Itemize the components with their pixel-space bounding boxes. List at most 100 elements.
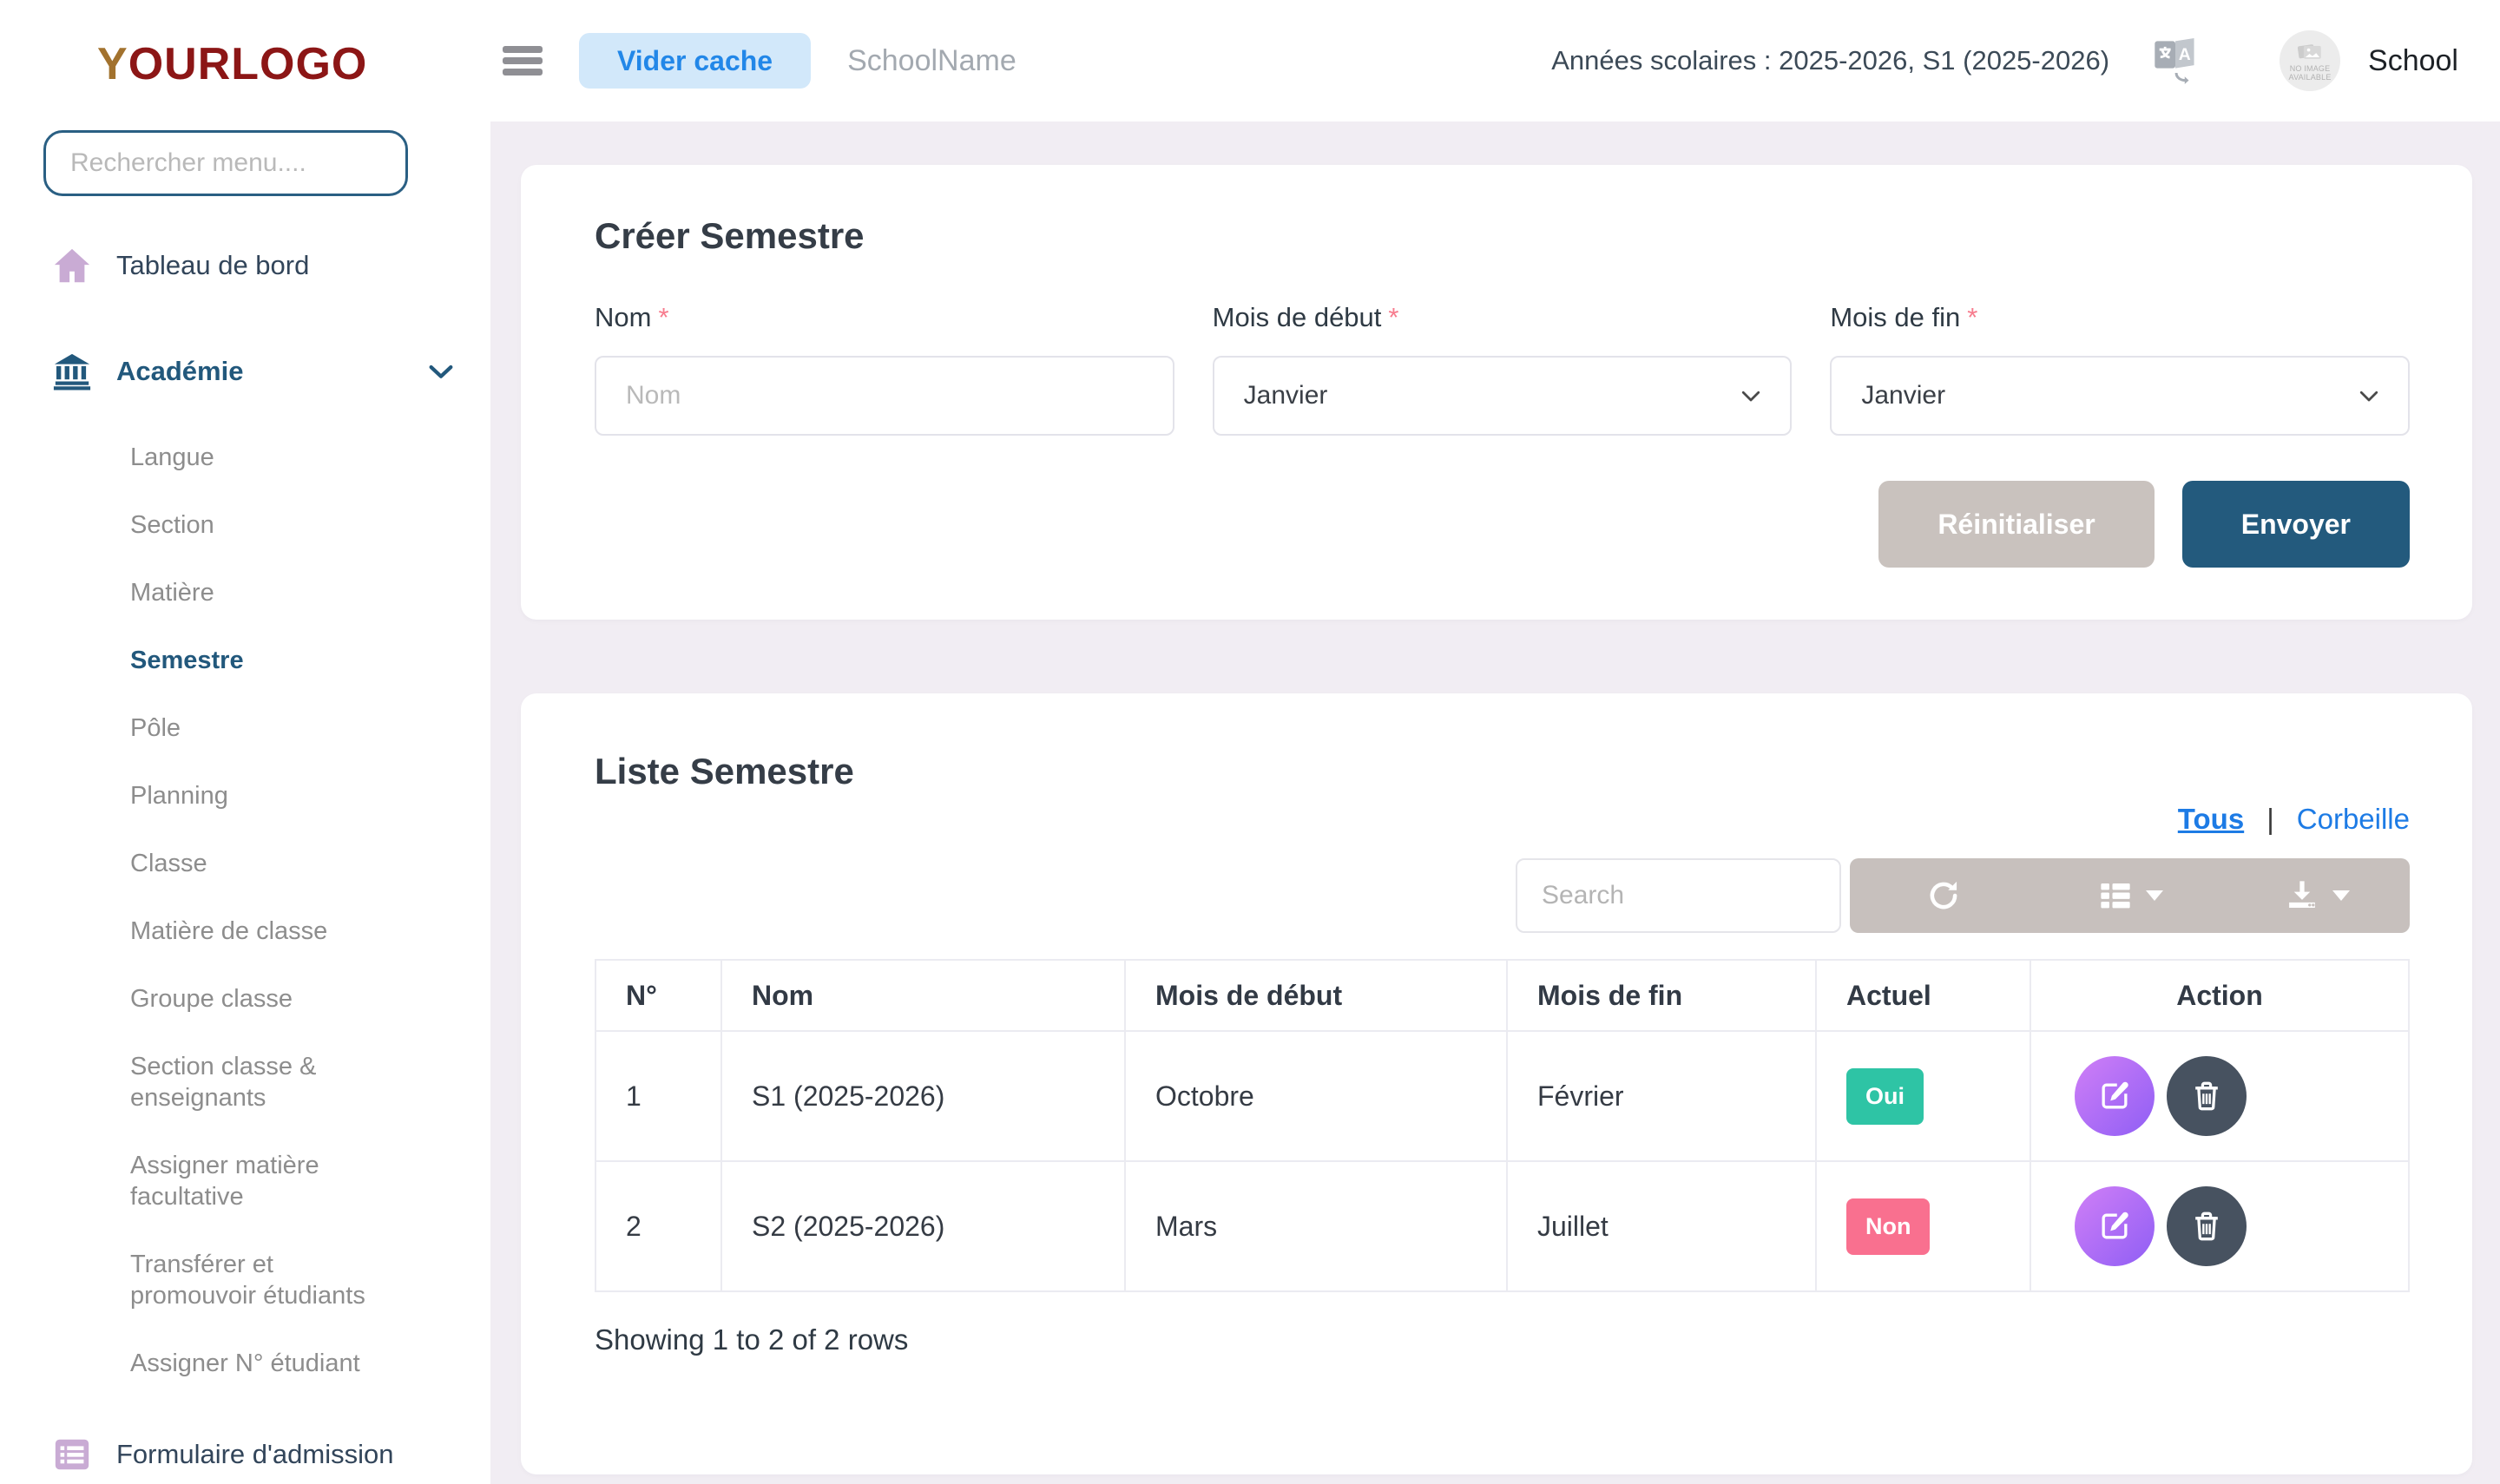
end-month-field-group: Mois de fin * Janvier [1830, 302, 2411, 436]
start-month-label: Mois de début * [1212, 302, 1399, 332]
sidebar-item-label: Formulaire d'admission [116, 1439, 394, 1469]
table-header-row: N° Nom Mois de début Mois de fin Actuel … [595, 959, 2410, 1032]
edit-button[interactable] [2075, 1056, 2155, 1136]
sidebar-subitem-matiere-de-classe[interactable]: Matière de classe [130, 917, 328, 945]
start-month-select[interactable]: Janvier [1212, 356, 1793, 436]
form-buttons: Réinitialiser Envoyer [595, 481, 2410, 568]
table-search-input[interactable] [1516, 858, 1841, 933]
page-content: Créer Semestre Nom* Mois de début* Janvi… [490, 121, 2500, 1484]
profile-name-label: School [2368, 43, 2458, 77]
table-row: 1 S1 (2025-2026) Octobre Février Oui [595, 1030, 2410, 1162]
column-header-name: Nom [720, 959, 1126, 1032]
submit-button[interactable]: Envoyer [2181, 481, 2410, 568]
semester-table: N° Nom Mois de début Mois de fin Actuel … [595, 959, 2410, 1292]
column-header-action: Action [2030, 959, 2410, 1032]
start-month-field-group: Mois de début * Janvier [1212, 302, 1793, 436]
cell-num: 2 [595, 1160, 722, 1292]
sidebar-item-dashboard[interactable]: Tableau de bord [0, 224, 490, 307]
sidebar-subitem-section[interactable]: Section [130, 511, 214, 539]
cell-name: S1 (2025-2026) [720, 1030, 1126, 1162]
sidebar-nav: Tableau de bord Académie Langue Section Ma… [0, 224, 490, 1484]
school-name-label: SchoolName [847, 43, 1016, 77]
topbar: Vider cache SchoolName Années scolaires … [490, 0, 2500, 121]
sidebar-subitem-pole[interactable]: Pôle [130, 714, 181, 742]
name-field-group: Nom * [595, 302, 1174, 436]
table-toolbar [1850, 858, 2410, 933]
caret-down-icon [2332, 890, 2350, 901]
chevron-down-icon [2356, 383, 2382, 409]
column-header-start-month: Mois de début [1124, 959, 1508, 1032]
delete-button[interactable] [2167, 1186, 2247, 1266]
svg-text:A: A [2179, 45, 2191, 64]
sidebar-search [43, 130, 408, 196]
table-row: 2 S2 (2025-2026) Mars Juillet Non [595, 1160, 2410, 1292]
chevron-down-icon [426, 357, 456, 386]
semester-list-card: Liste Semestre Tous | Corbeille [521, 693, 2472, 1474]
filter-all-link[interactable]: Tous [2177, 803, 2245, 835]
logo-text: OURLOGO [128, 39, 368, 89]
cell-start-month: Mars [1124, 1160, 1508, 1292]
cell-end-month: Février [1506, 1030, 1817, 1162]
sidebar-subitem-assigner-matiere-facultative[interactable]: Assigner matière facultative [130, 1152, 319, 1211]
form-list-icon [52, 1435, 92, 1474]
status-badge: Non [1846, 1198, 1931, 1255]
filter-separator: | [2266, 803, 2274, 835]
sidebar-subitem-transferer-et-promouvoir-etudiants[interactable]: Transférer et promouvoir étudiants [130, 1251, 365, 1310]
column-header-end-month: Mois de fin [1506, 959, 1817, 1032]
trash-icon [2195, 1081, 2218, 1111]
reset-button[interactable]: Réinitialiser [1878, 481, 2155, 568]
clear-cache-button[interactable]: Vider cache [579, 33, 812, 89]
edit-pencil-icon [2102, 1211, 2128, 1239]
logo-letter-y: Y [97, 39, 128, 89]
edit-button[interactable] [2075, 1186, 2155, 1266]
cell-end-month: Juillet [1506, 1160, 1817, 1292]
refresh-button[interactable] [1850, 858, 2036, 933]
academie-submenu: Langue Section Matière Semestre Pôle Planning… [0, 413, 490, 1413]
sidebar-subitem-classe[interactable]: Classe [130, 850, 207, 877]
menu-search-input[interactable] [70, 148, 381, 178]
sidebar-subitem-matiere[interactable]: Matière [130, 579, 214, 607]
required-marker: * [1388, 302, 1399, 332]
end-month-select[interactable]: Janvier [1830, 356, 2411, 436]
avatar[interactable]: NO IMAGE AVAILABLE [2280, 30, 2341, 91]
sidebar-subitem-langue[interactable]: Langue [130, 443, 214, 471]
caret-down-icon [2145, 890, 2163, 901]
bank-icon [52, 352, 92, 391]
column-header-num: N° [595, 959, 722, 1032]
sidebar-subitem-section-classe-enseignants[interactable]: Section classe & enseignants [130, 1053, 317, 1112]
sidebar-item-academie[interactable]: Académie [0, 330, 490, 413]
list-columns-icon [2100, 883, 2130, 909]
export-button[interactable] [2223, 858, 2410, 933]
create-semester-card: Créer Semestre Nom* Mois de début* Janvi… [521, 165, 2472, 620]
create-semester-title: Créer Semestre [595, 215, 865, 256]
main-column: Vider cache SchoolName Années scolaires … [490, 0, 2500, 1484]
list-filters: Tous | Corbeille [595, 803, 2410, 836]
translate-icon[interactable]: A [2151, 36, 2200, 85]
refresh-icon [1930, 881, 1957, 909]
cell-actions [2030, 1030, 2410, 1162]
required-marker: * [1967, 302, 1978, 332]
sidebar-subitem-assigner-n-etudiant[interactable]: Assigner N° étudiant [130, 1349, 360, 1377]
filter-trash-link[interactable]: Corbeille [2296, 803, 2410, 835]
cell-start-month: Octobre [1124, 1030, 1508, 1162]
status-badge: Oui [1846, 1067, 1924, 1125]
sidebar-item-label: Tableau de bord [116, 250, 310, 280]
cell-num: 1 [595, 1030, 722, 1162]
sidebar-item-label: Académie [116, 356, 244, 386]
edit-pencil-icon [2102, 1081, 2128, 1109]
home-icon [52, 246, 92, 285]
start-month-value: Janvier [1243, 381, 1328, 410]
sidebar-subitem-planning[interactable]: Planning [130, 782, 228, 810]
cell-current: Oui [1815, 1030, 2031, 1162]
hamburger-menu-icon[interactable] [503, 46, 543, 76]
columns-toggle-button[interactable] [2036, 858, 2223, 933]
sidebar-item-admission-form[interactable]: Formulaire d'admission [0, 1413, 490, 1484]
sidebar-subitem-groupe-classe[interactable]: Groupe classe [130, 985, 293, 1013]
end-month-value: Janvier [1861, 381, 1946, 410]
school-years-label: Années scolaires : 2025-2026, S1 (2025-2… [1551, 45, 2110, 76]
sidebar-subitem-semestre[interactable]: Semestre [130, 647, 244, 674]
sidebar: YOURLOGO Tableau de bord Académie [0, 0, 490, 1484]
cell-name: S2 (2025-2026) [720, 1160, 1126, 1292]
delete-button[interactable] [2167, 1056, 2247, 1136]
name-field[interactable] [595, 356, 1174, 436]
